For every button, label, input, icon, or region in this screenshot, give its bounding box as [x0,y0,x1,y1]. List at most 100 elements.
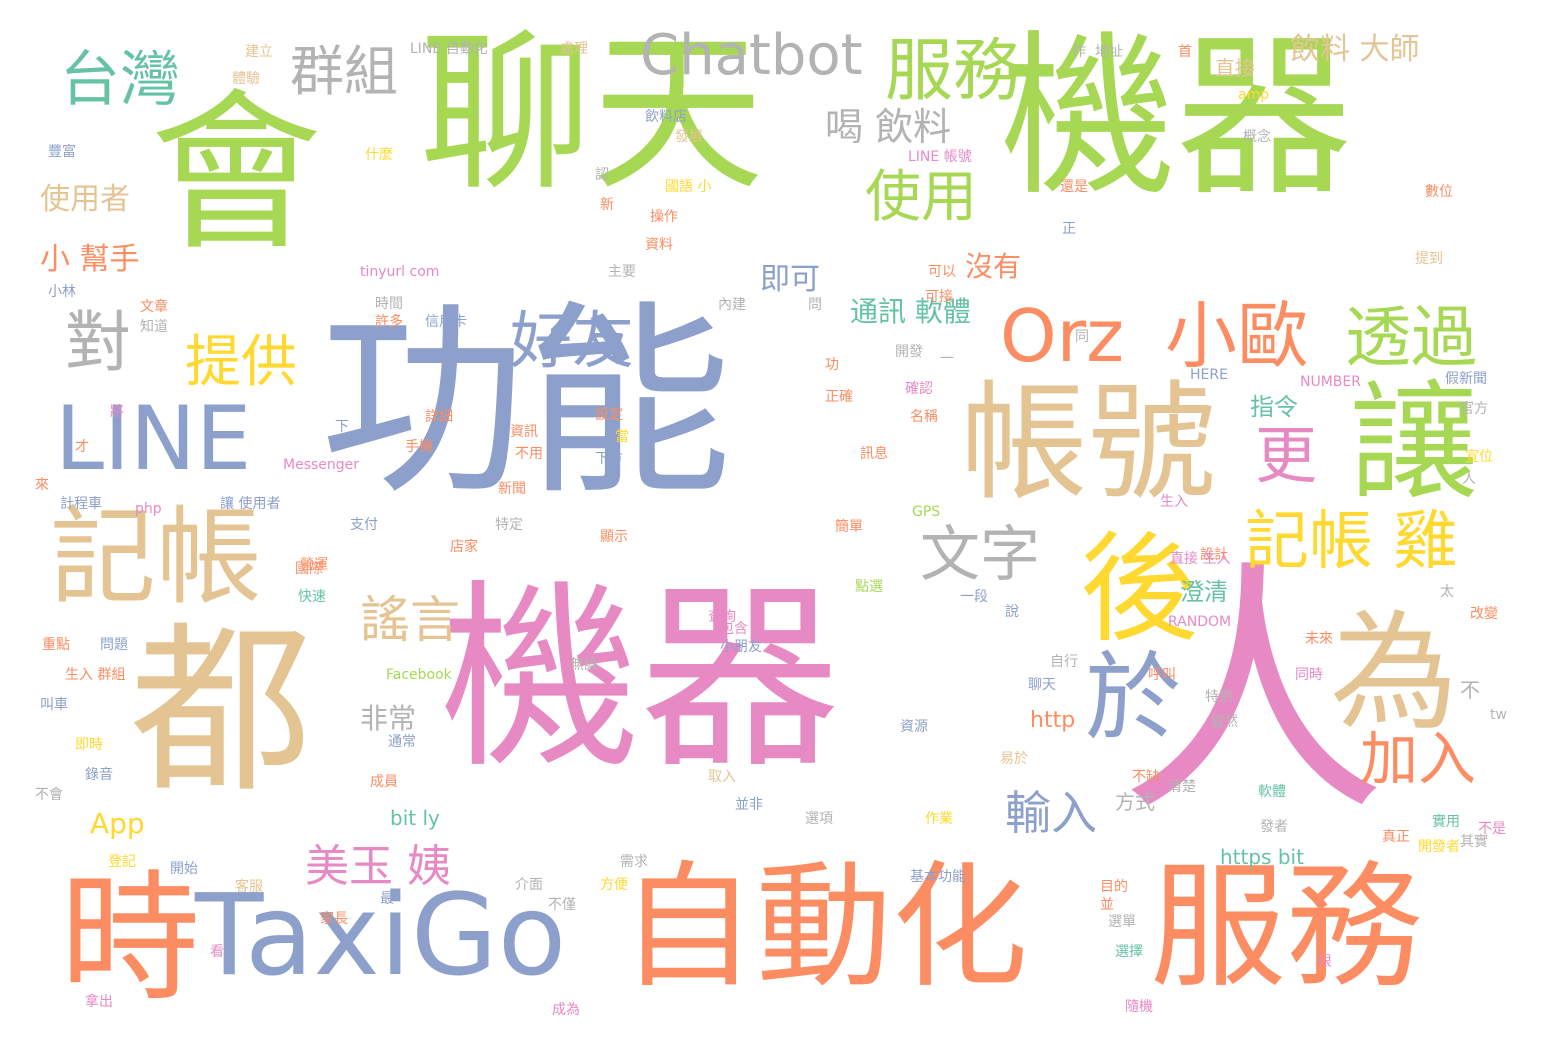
word-small: 軟體 [1258,784,1286,800]
word-hui: 會 [150,73,322,274]
word-small: 開發者 [1418,839,1460,855]
word-small: LINE 自動化 [410,41,488,57]
word-small: 飲料店 [645,109,687,125]
word-small: 包含 [720,621,748,637]
word-small: 小朋友 [720,639,762,655]
word-small: 登記 [108,854,136,870]
word-small: 特定 [495,517,523,533]
word-small: 正確 [825,389,853,405]
word-app: App [90,807,145,840]
word-small: 重點 [42,637,70,653]
word-shiyong: 使用 [865,165,977,230]
word-small: 什麼 [365,147,393,163]
word-small: 錄音 [85,767,113,783]
word-small: 生入 [1160,494,1188,510]
word-tongxun-ruanti: 通訊 軟體 [850,295,971,328]
word-small: 同 [1075,329,1089,345]
word-small: 讓 使用者 [220,496,281,512]
word-shuru: 輸入 [1005,786,1097,840]
word-small: Messenger [283,457,360,473]
word-small: 體驗 [232,71,260,87]
word-small: 手機 [405,439,433,455]
word-small: 宣位 [1465,449,1493,465]
word-small: 選單 [1108,914,1136,930]
word-he-yinliao: 喝 飲料 [825,105,952,149]
word-small: 名稱 [910,409,938,425]
word-small: HERE [1190,367,1228,383]
word-small: 資源 [900,719,928,735]
word-tigong: 提供 [185,330,297,395]
word-small: 發展 [675,129,703,145]
word-small: 小林 [48,284,76,300]
word-small: 客服 [235,879,263,895]
word-small: 概念 [1243,129,1271,145]
word-small: 清楚 [1168,779,1196,795]
word-touguo: 透過 [1345,299,1477,376]
word-small: 問 [808,297,822,313]
word-small: 提到 [1415,251,1443,267]
word-meiyou: 沒有 [965,250,1022,283]
word-small: 可以 [928,264,956,280]
word-small: 正 [1062,221,1076,237]
word-small: 呼叫 [1148,667,1176,683]
word-small: 基本功能 [910,869,966,885]
word-small: tinyurl com [360,264,440,280]
word-small: 數位 [1425,184,1453,200]
word-jizhang: 記帳 [50,496,262,619]
word-rang: 讓 [1350,369,1479,518]
word-small: 來 [35,477,49,493]
word-small: 操作 [650,209,678,225]
word-ren: 人 [1120,538,1386,848]
word-small: 才 [75,439,89,455]
word-small: 自行 [1050,654,1078,670]
word-small: 開始 [170,861,198,877]
word-small: Facebook [386,667,452,683]
word-small: 叫車 [40,697,68,713]
word-small: 詳細 [425,409,453,425]
word-shi: 時 [60,858,201,1021]
word-small: 將 [110,404,124,420]
word-small: 首 [1178,44,1192,60]
word-fuwu-2: 服務 [885,32,1022,111]
word-fangshi: 方式 [1115,790,1155,814]
word-small: 快速 [298,589,326,605]
word-small: 直接 生入 [1170,551,1231,567]
word-small: 認 [595,167,609,183]
word-jiqi-2: 機器 [440,563,841,796]
word-small: 太 [1440,584,1454,600]
word-xiaoou: 小歐 [1165,294,1310,378]
word-small: 選擇 [1115,944,1143,960]
word-small: 同時 [1295,667,1323,683]
word-yinliao-dashi: 飲料 大師 [1290,32,1420,67]
word-small: 地址 [1095,44,1123,60]
word-small: 看 [210,944,224,960]
word-small: 不僅 [548,897,576,913]
word-meiyuyi: 美玉 姨 [305,841,451,892]
word-small: 其實 [1460,834,1488,850]
word-small: 營運 [300,557,328,573]
word-small: 許多 [375,314,403,330]
word-small: 不缺 [1132,769,1160,785]
word-zhiling: 指令 [1250,393,1298,421]
word-small: 不 [1460,678,1480,702]
word-small: 店家 [450,539,478,555]
word-bitly: bit ly [390,806,440,830]
word-small: 發者 [1260,819,1288,835]
word-small: 拿出 [85,994,113,1010]
word-fuwu-1: 服務 [1150,849,1422,1007]
word-small: 易於 [1000,751,1028,767]
word-small: 資料 [645,237,673,253]
word-small: 處理 [560,41,588,57]
word-orz: Orz [1000,294,1125,378]
word-small: 未來 [1305,631,1333,647]
word-gongneng: 功能 [320,283,733,523]
word-small: 還是 [1060,179,1088,195]
word-jike: 即可 [760,262,820,297]
word-feichang: 非常 [360,702,417,735]
word-small: 知道 [140,319,168,335]
word-line: LINE [55,387,252,490]
word-small: php [135,501,162,517]
word-small: 實用 [1432,814,1460,830]
word-dou: 都 [130,605,312,817]
